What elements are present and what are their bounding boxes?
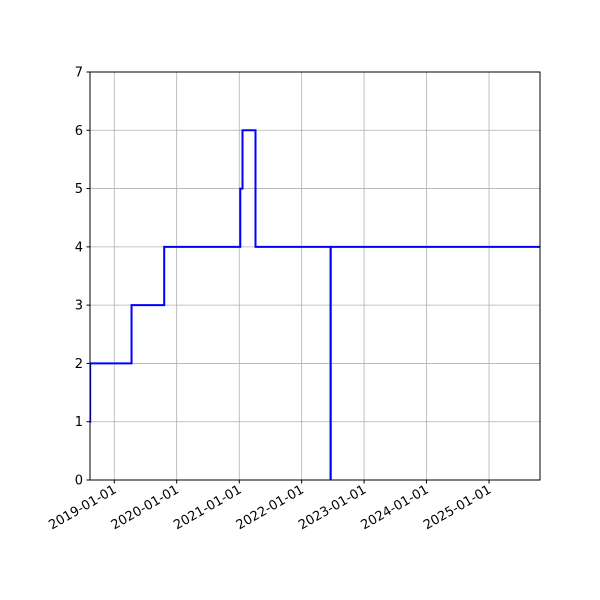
x-tick-label: 2022-01-01 [234,482,307,533]
x-tick-label: 2024-01-01 [359,482,432,533]
x-tick-label: 2023-01-01 [296,482,369,533]
x-tick-label: 2021-01-01 [171,482,244,533]
series [90,129,540,480]
plot-frame [89,71,541,481]
y-tick-label: 5 [75,182,83,197]
x-tick-label: 2025-01-01 [421,482,494,533]
y-tick-label: 3 [75,299,83,314]
grid [90,71,540,481]
y-tick-label: 4 [75,240,83,255]
y-tick-label: 7 [75,66,83,81]
y-tick-label: 1 [75,415,83,430]
y-tick-label: 6 [75,124,83,139]
x-tick-label: 2020-01-01 [109,482,182,533]
series-line [90,129,540,480]
y-axis: 0 1 2 3 4 5 6 7 [75,66,90,489]
y-tick-label: 0 [75,474,83,489]
x-axis: 2019-01-012020-01-012021-01-012022-01-01… [46,480,494,533]
x-tick-label: 2019-01-01 [46,482,119,533]
y-tick-label: 2 [75,357,83,372]
